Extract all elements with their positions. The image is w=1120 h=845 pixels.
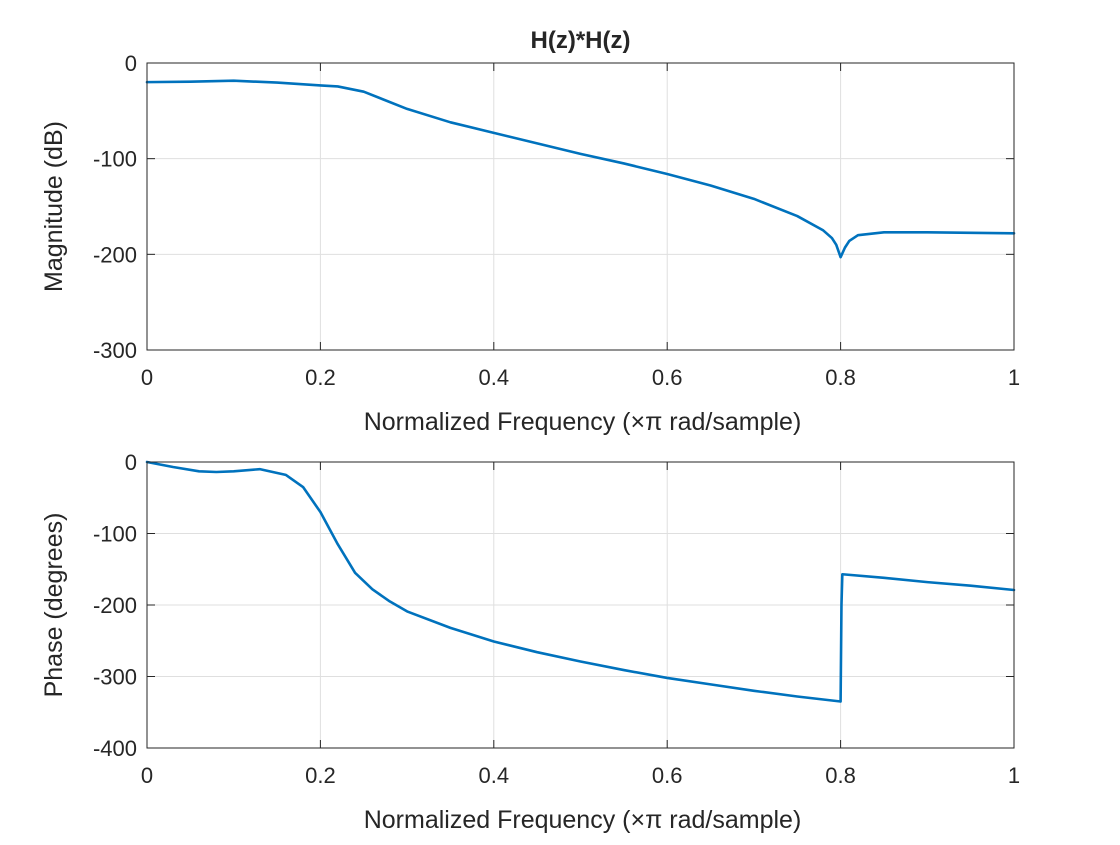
magnitude-axes-frame [146, 62, 1015, 351]
phase-x-tick-label: 0.8 [825, 763, 856, 788]
phase-response-line [145, 460, 1016, 703]
phase-y-tick-label: -300 [93, 665, 137, 690]
phase-y-tick-label: -100 [93, 522, 137, 547]
phase-x-tick-label: 1 [1008, 763, 1020, 788]
magnitude-y-tick-label: -100 [93, 147, 137, 172]
magnitude-y-axis-label: Magnitude (dB) [40, 121, 68, 292]
phase-x-tick-label: 0.2 [305, 763, 336, 788]
magnitude-x-tick-label: 0.2 [305, 365, 336, 390]
phase-x-tick-label: 0 [141, 763, 153, 788]
magnitude-y-tick-label: 0 [125, 51, 137, 76]
phase-y-tick-label: -200 [93, 593, 137, 618]
phase-x-tick-label: 0.4 [479, 763, 510, 788]
magnitude-x-tick-label: 0.4 [479, 365, 510, 390]
magnitude-y-tick-label: -300 [93, 338, 137, 363]
phase-y-tick-label: -400 [93, 736, 137, 761]
phase-y-axis-label: Phase (degrees) [40, 513, 68, 698]
magnitude-x-tick-label: 0 [141, 365, 153, 390]
magnitude-x-tick-label: 1 [1008, 365, 1020, 390]
phase-x-axis-label: Normalized Frequency (×π rad/sample) [364, 806, 802, 834]
magnitude-x-axis-label: Normalized Frequency (×π rad/sample) [364, 408, 802, 436]
magnitude-plot-area [147, 63, 1014, 350]
chart-title: H(z)*H(z) [531, 27, 631, 54]
phase-x-tick-label: 0.6 [652, 763, 683, 788]
magnitude-x-tick-label: 0.6 [652, 365, 683, 390]
magnitude-x-tick-label: 0.8 [825, 365, 856, 390]
phase-y-tick-label: 0 [125, 450, 137, 475]
magnitude-response-line [145, 79, 1016, 259]
magnitude-plot: 0 0.2 0.4 0.6 0.8 1 -300 -200 -100 0 Normalized Fr… [40, 51, 1020, 436]
phase-plot: 0 0.2 0.4 0.6 0.8 1 -400 -300 -200 -100 0 Normalize… [40, 450, 1020, 834]
magnitude-y-tick-label: -200 [93, 242, 137, 267]
